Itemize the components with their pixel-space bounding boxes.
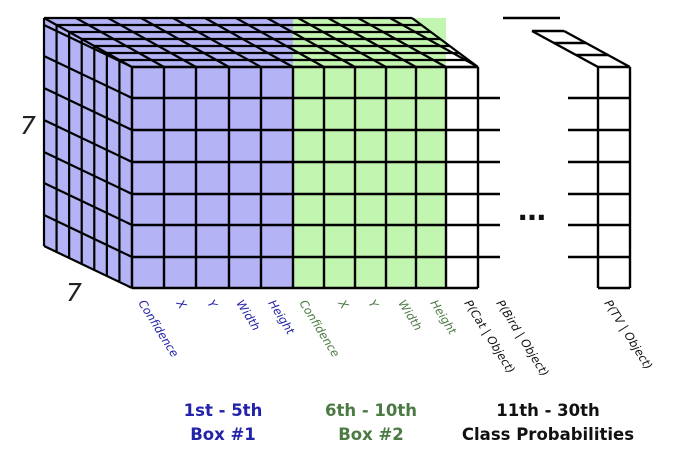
channel-label: Width [395,297,425,333]
depth-side-diagonal [43,151,133,195]
depth-side-diagonal [43,214,133,258]
group-box1-name: Box #1 [190,425,256,444]
depth-top-diagonal [172,17,262,68]
tensor-front-face [130,65,500,290]
box1-front-face [132,67,293,288]
channel-label: Width [233,297,263,333]
box2-front-face [293,67,446,288]
cols-dimension-label: 7 [66,278,82,307]
depth-grid-lines [42,16,479,289]
depth-top-diagonal [389,17,479,68]
channel-label: X [173,296,190,312]
channel-label: Y [365,297,381,311]
channel-label: Height [427,297,459,337]
group-class-name: Class Probabilities [462,425,634,444]
front-grid-lines [130,65,500,290]
group-box2-name: Box #2 [338,425,404,444]
depth-side-diagonal [43,24,133,68]
group-box1-range: 1st - 5th [184,401,263,420]
tensor-depth-layers [42,16,479,289]
depth-top-diagonal [357,17,447,68]
depth-top-diagonal [235,17,325,68]
rows-dimension-label: 7 [20,111,36,140]
channel-label: Confidence [296,297,342,359]
channel-label: Height [265,297,297,337]
group-box1: 1st - 5th Box #1 [184,401,263,444]
group-box2: 6th - 10th Box #2 [325,401,417,444]
depth-side-diagonal [43,245,133,289]
tv-depth-diagonal [563,29,631,69]
ellipsis: … [518,194,546,227]
group-class: 11th - 30th Class Probabilities [462,401,634,444]
depth-top-diagonal [411,17,479,68]
depth-top-diagonal [75,17,165,68]
depth-top-diagonal [140,17,230,68]
depth-top-diagonal [297,17,387,68]
tv-probability-slice [503,16,632,290]
channel-label: X [335,296,352,312]
depth-top-diagonal [266,17,356,68]
depth-side-diagonal [43,182,133,226]
depth-side-diagonal [43,119,133,163]
depth-top-diagonal [107,17,197,68]
depth-top-diagonal [204,17,294,68]
depth-side-diagonal [43,87,133,131]
channel-label: P(TV | Object) [601,297,655,372]
group-class-range: 11th - 30th [496,401,600,420]
box1-side-face [44,18,132,288]
tv-depth-diagonal [531,29,599,69]
depth-side-diagonal [43,55,133,99]
group-box2-range: 6th - 10th [325,401,417,420]
depth-top-diagonal [327,17,417,68]
box1-top-face [44,18,293,67]
channel-label: Y [204,297,220,311]
